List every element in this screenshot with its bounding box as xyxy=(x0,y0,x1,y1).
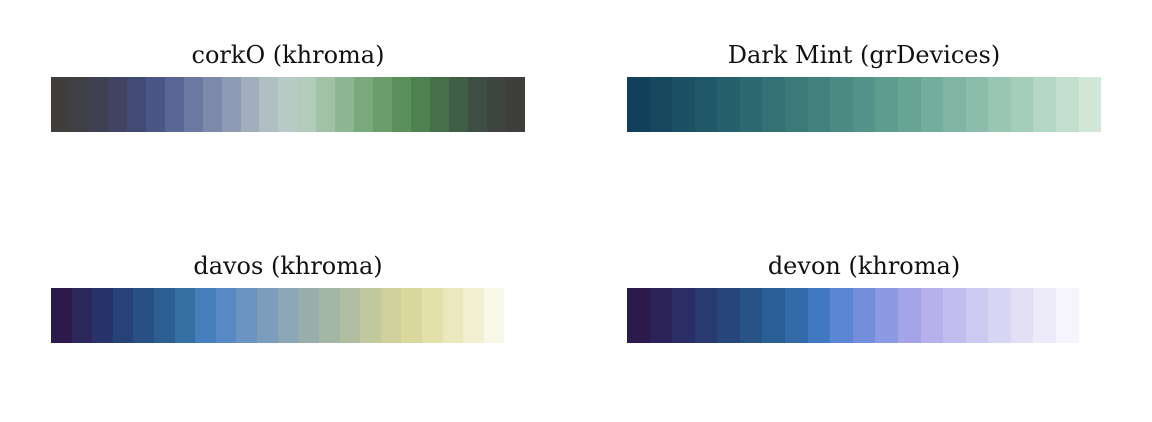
color-swatch xyxy=(672,288,695,343)
color-swatch xyxy=(830,77,853,132)
color-swatch xyxy=(717,288,740,343)
color-swatch xyxy=(807,288,831,343)
color-swatch xyxy=(145,77,165,132)
color-swatch xyxy=(627,288,650,343)
color-swatch xyxy=(112,288,134,343)
color-swatch xyxy=(762,77,786,132)
color-swatch xyxy=(221,77,241,132)
color-swatch xyxy=(1055,288,1079,343)
color-swatch xyxy=(739,288,763,343)
color-swatch xyxy=(360,288,381,343)
color-swatch xyxy=(183,77,203,132)
color-swatch xyxy=(739,77,763,132)
color-swatch xyxy=(316,77,336,132)
color-swatch xyxy=(442,288,464,343)
color-swatch xyxy=(107,77,127,132)
color-swatch xyxy=(411,77,431,132)
color-swatch xyxy=(257,288,278,343)
colormap-title-davos: davos (khroma) xyxy=(193,252,383,280)
color-swatch xyxy=(875,288,898,343)
color-swatch xyxy=(785,288,808,343)
color-swatch xyxy=(335,77,355,132)
color-swatch xyxy=(649,288,673,343)
color-swatch xyxy=(380,288,402,343)
color-swatch xyxy=(875,77,898,132)
color-swatch xyxy=(71,288,93,343)
color-swatch xyxy=(236,288,258,343)
color-swatch xyxy=(401,288,422,343)
color-swatch xyxy=(88,77,108,132)
color-swatch xyxy=(449,77,468,132)
color-swatch xyxy=(1033,77,1056,132)
color-swatch xyxy=(392,77,412,132)
color-swatch xyxy=(154,288,175,343)
color-swatch xyxy=(126,77,146,132)
color-swatch xyxy=(830,288,853,343)
color-swatch xyxy=(1033,288,1056,343)
color-swatch xyxy=(92,288,113,343)
color-swatch xyxy=(897,77,921,132)
color-swatch xyxy=(215,288,237,343)
color-swatch xyxy=(259,77,279,132)
color-swatch xyxy=(486,77,506,132)
color-swatch xyxy=(694,288,718,343)
color-swatch xyxy=(1078,77,1102,132)
color-swatch xyxy=(1055,77,1079,132)
color-swatch xyxy=(672,77,695,132)
color-swatch xyxy=(318,288,340,343)
colormap-bar-davos xyxy=(51,288,526,343)
color-swatch xyxy=(920,77,944,132)
color-swatch xyxy=(277,288,299,343)
color-swatch xyxy=(920,288,944,343)
color-swatch xyxy=(694,77,718,132)
color-swatch xyxy=(627,77,650,132)
color-swatch xyxy=(463,288,484,343)
color-swatch xyxy=(421,288,443,343)
color-swatch xyxy=(852,288,876,343)
color-swatch xyxy=(1010,77,1034,132)
color-swatch xyxy=(278,77,298,132)
color-swatch xyxy=(717,77,740,132)
color-swatch xyxy=(133,288,155,343)
colormap-title-corko: corkO (khroma) xyxy=(191,41,385,69)
color-swatch xyxy=(988,288,1011,343)
color-swatch xyxy=(505,77,525,132)
color-swatch xyxy=(1010,288,1034,343)
color-swatch xyxy=(202,77,222,132)
color-swatch xyxy=(467,77,487,132)
color-swatch xyxy=(164,77,184,132)
color-swatch xyxy=(762,288,786,343)
color-swatch xyxy=(988,77,1011,132)
color-swatch xyxy=(339,288,361,343)
colormap-bar-corko xyxy=(51,77,525,132)
colormap-title-devon: devon (khroma) xyxy=(767,252,961,280)
color-swatch xyxy=(240,77,260,132)
color-swatch xyxy=(504,288,526,343)
color-swatch xyxy=(965,288,989,343)
colormap-bar-devon xyxy=(627,288,1102,343)
color-swatch xyxy=(195,288,216,343)
color-swatch xyxy=(51,288,72,343)
color-swatch xyxy=(174,288,196,343)
color-swatch xyxy=(649,77,673,132)
color-swatch xyxy=(1078,288,1102,343)
color-swatch xyxy=(297,77,317,132)
color-swatch xyxy=(785,77,808,132)
color-swatch xyxy=(943,288,966,343)
color-swatch xyxy=(69,77,89,132)
colormap-title-dark-mint: Dark Mint (grDevices) xyxy=(727,41,1001,69)
color-swatch xyxy=(807,77,831,132)
color-swatch xyxy=(943,77,966,132)
color-swatch xyxy=(483,288,505,343)
color-swatch xyxy=(430,77,450,132)
color-swatch xyxy=(852,77,876,132)
color-swatch xyxy=(298,288,319,343)
color-swatch xyxy=(51,77,70,132)
color-swatch xyxy=(897,288,921,343)
color-swatch xyxy=(354,77,374,132)
color-swatch xyxy=(373,77,393,132)
color-swatch xyxy=(965,77,989,132)
colormap-bar-dark-mint xyxy=(627,77,1102,132)
